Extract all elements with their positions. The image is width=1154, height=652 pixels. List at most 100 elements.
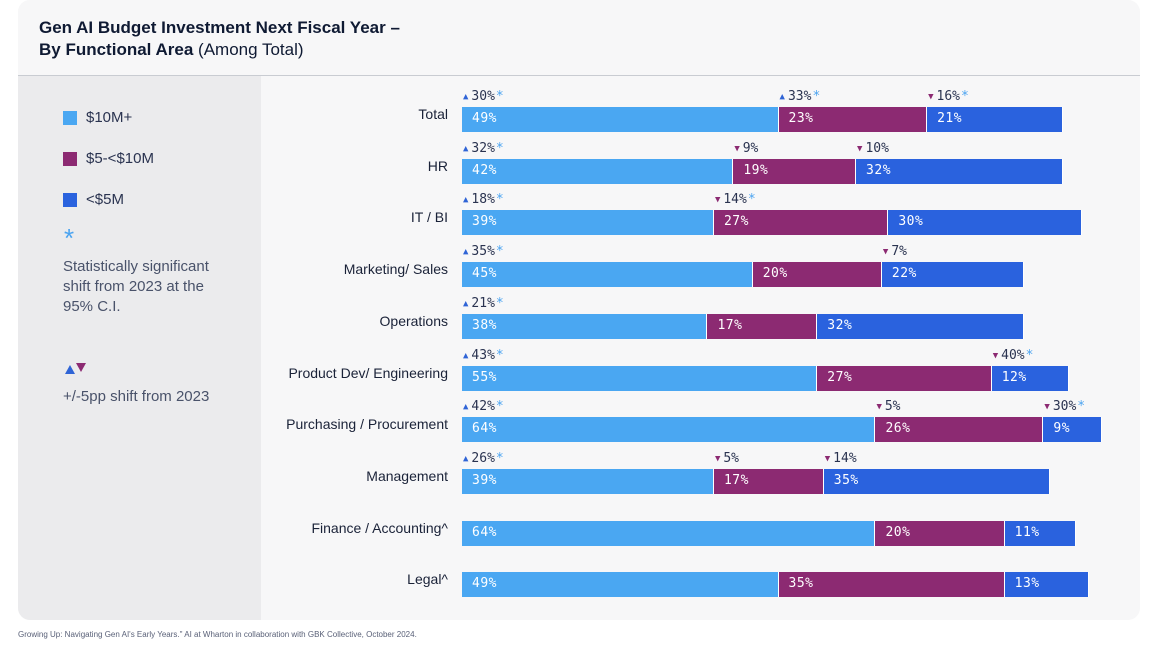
bar-segment: 23% (778, 107, 928, 132)
shift-annotation: ▼ 14% (825, 451, 857, 466)
bar-segment: 49% (462, 572, 779, 598)
shift-annotation: ▼ 9% (734, 141, 758, 156)
data-label: 20% (885, 524, 911, 540)
bar-segment: 27% (713, 210, 889, 236)
data-label: 17% (717, 317, 743, 333)
bar-segment: 45% (462, 262, 753, 288)
bar-segment: 11% (1004, 520, 1076, 546)
shift-annotation: ▼ 7% (883, 244, 907, 259)
shift-annotation: ▲ 33%* (780, 89, 821, 104)
bar-segment: 9% (1043, 417, 1102, 443)
shift-annotation: ▲ 42%* (463, 399, 504, 414)
data-label: 27% (827, 369, 853, 385)
star-icon: * (747, 192, 756, 208)
data-label: 39% (472, 472, 497, 488)
shift-annotation: ▼ 5% (715, 451, 739, 466)
shift-annotation: ▼ 14%* (715, 192, 756, 207)
shift-annotation: ▼ 10% (857, 141, 889, 156)
shift-value: 7% (891, 244, 907, 260)
data-label: 23% (788, 111, 814, 126)
shift-value: 14% (723, 192, 747, 208)
bar-segment: 35% (823, 468, 1050, 494)
data-label: 49% (472, 576, 497, 592)
shift-value: 14% (833, 450, 857, 466)
shift-annotation: ▲ 26%* (463, 451, 504, 466)
shift-value: 9% (742, 140, 759, 156)
star-icon: * (1025, 347, 1034, 363)
shift-value: 5% (723, 450, 740, 466)
data-label: 32% (827, 317, 853, 333)
bar-segment: 13% (1004, 572, 1089, 598)
chart-panel: Gen AI Budget Investment Next Fiscal Yea… (18, 0, 1140, 620)
data-label: 42% (472, 162, 497, 178)
triangle-down-icon: ▼ (714, 195, 721, 206)
data-label: 45% (472, 266, 497, 282)
star-icon: * (495, 295, 504, 311)
shift-annotation: ▲ 30%* (463, 89, 504, 104)
triangle-up-icon: ▲ (463, 350, 469, 361)
star-icon: * (495, 140, 504, 156)
legend-swatch (63, 151, 77, 166)
triangle-up-icon: ▲ (779, 92, 785, 102)
shift-annotation: ▲ 18%* (463, 192, 504, 207)
shift-annotation: ▼ 30%* (1044, 399, 1085, 414)
star-icon: * (64, 223, 75, 253)
shift-value: 30% (471, 89, 495, 104)
data-label: 17% (723, 472, 749, 488)
bar-segment: 17% (713, 468, 824, 494)
bar-segment: 26% (875, 417, 1044, 443)
data-label: 64% (472, 524, 497, 540)
triangle-up-icon: ▲ (463, 195, 469, 206)
category-label: Finance / Accounting^ (311, 519, 448, 536)
triangle-down-icon: ▼ (824, 453, 831, 464)
bar-segment: 32% (856, 158, 1063, 184)
data-label: 35% (788, 576, 814, 592)
shift-annotation: ▲ 21%* (463, 296, 504, 311)
bar-segment: 17% (707, 313, 818, 339)
shift-value: 30% (1052, 399, 1077, 415)
data-label: 49% (472, 111, 497, 126)
category-label: HR (427, 157, 448, 174)
triangle-up-icon: ▲ (463, 143, 469, 154)
category-label: Purchasing / Procurement (286, 416, 448, 433)
category-label: Management (366, 467, 448, 484)
triangle-down-icon: ▼ (734, 143, 740, 154)
data-label: 12% (1001, 369, 1027, 385)
category-label: Product Dev/ Engineering (288, 364, 448, 381)
bar-segment: 20% (875, 520, 1005, 546)
data-label: 20% (762, 266, 788, 282)
bar-segment: 21% (927, 107, 1063, 132)
title-line-2: By Functional Area (39, 40, 194, 59)
category-label: Operations (379, 312, 448, 329)
triangle-up-icon: ▲ (463, 402, 469, 413)
data-label: 64% (472, 421, 497, 437)
legend-item-under-5m: <$5M (63, 191, 124, 208)
data-label: 19% (743, 162, 769, 178)
star-icon: * (495, 244, 504, 260)
bar-segment: 39% (462, 210, 714, 236)
bar-segment: 27% (817, 365, 992, 391)
shift-triangles-icon (65, 363, 86, 374)
data-label: 39% (472, 214, 497, 230)
triangle-up-icon: ▲ (463, 92, 469, 102)
star-icon: * (1077, 399, 1086, 415)
title-subtitle: (Among Total) (198, 40, 304, 59)
triangle-up-icon: ▲ (463, 247, 469, 258)
triangle-up-icon: ▲ (463, 298, 469, 309)
shift-annotation: ▲ 43%* (463, 348, 504, 363)
data-label: 11% (1014, 524, 1040, 540)
star-icon: * (495, 450, 504, 466)
bar-segment: 32% (817, 313, 1025, 339)
data-label: 35% (833, 472, 859, 488)
shift-value: 40% (1001, 347, 1025, 363)
bar-segment: 12% (991, 365, 1070, 391)
shift-value: 10% (865, 140, 889, 156)
star-icon: * (495, 347, 504, 363)
category-label: Total (418, 106, 448, 122)
legend-swatch (63, 110, 77, 125)
bar-segment: 39% (462, 468, 714, 494)
bar-segment: 64% (462, 520, 876, 546)
star-icon: * (495, 192, 504, 208)
data-label: 21% (937, 111, 963, 126)
source-note: Growing Up: Navigating Gen AI's Early Ye… (18, 630, 417, 639)
